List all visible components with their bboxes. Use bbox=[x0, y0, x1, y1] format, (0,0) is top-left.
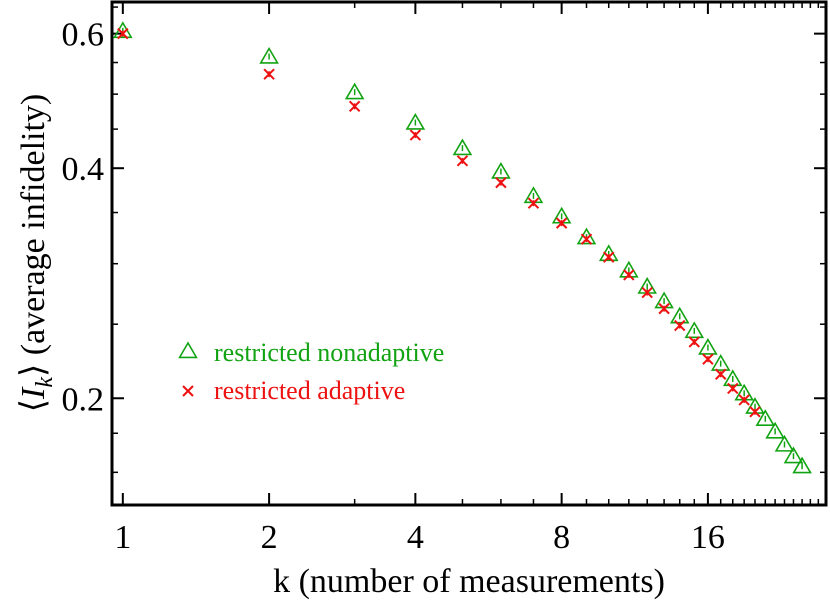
data-point-nonadaptive bbox=[783, 446, 804, 464]
data-point-nonadaptive bbox=[344, 82, 365, 100]
x-tick-label: 2 bbox=[261, 519, 278, 556]
data-point-nonadaptive bbox=[755, 409, 776, 427]
y-axis-title: ⟨Ik⟩ (average infidelity) bbox=[15, 94, 58, 413]
legend-marker-cross bbox=[182, 385, 194, 397]
data-point-nonadaptive bbox=[765, 421, 785, 439]
y-tick-label: 0.4 bbox=[62, 151, 105, 188]
y-axis-title-subscript: k bbox=[32, 377, 58, 388]
data-point-nonadaptive bbox=[722, 369, 743, 387]
y-tick-label: 0.6 bbox=[62, 17, 105, 54]
legend: restricted nonadaptive restricted adapti… bbox=[178, 338, 444, 405]
y-axis-title-close: ⟩ bbox=[15, 364, 52, 377]
data-point-nonadaptive bbox=[698, 337, 718, 355]
plot-frame bbox=[110, 0, 828, 507]
y-axis-title-symbol: I bbox=[15, 386, 52, 400]
data-marks bbox=[113, 21, 812, 474]
data-point-nonadaptive bbox=[259, 46, 279, 64]
x-tick-label: 4 bbox=[407, 519, 424, 556]
y-axis-title-open: ⟨ bbox=[15, 399, 52, 412]
y-axis-title-rest: (average infidelity) bbox=[15, 94, 52, 364]
legend-label-adaptive: restricted adaptive bbox=[214, 376, 405, 405]
y-tick-label: 0.2 bbox=[62, 381, 105, 418]
data-point-nonadaptive bbox=[452, 138, 473, 156]
x-tick-label: 1 bbox=[114, 519, 131, 556]
x-tick-label: 16 bbox=[691, 519, 725, 556]
data-point-nonadaptive bbox=[710, 354, 731, 371]
data-point-nonadaptive bbox=[405, 112, 426, 130]
data-point-nonadaptive bbox=[684, 321, 705, 339]
x-tick-label: 8 bbox=[553, 519, 570, 556]
axis-ticks: 1 2 4 8 16 0.2 0.4 0.6 bbox=[62, 2, 826, 556]
legend-marker-triangle bbox=[178, 341, 198, 359]
x-axis-title: k (number of measurements) bbox=[273, 563, 665, 600]
legend-cross-icon bbox=[182, 385, 194, 397]
data-point-nonadaptive bbox=[774, 434, 795, 452]
legend-label-nonadaptive: restricted nonadaptive bbox=[214, 338, 444, 367]
data-point-nonadaptive bbox=[491, 161, 511, 179]
data-point-nonadaptive bbox=[792, 456, 812, 474]
legend-triangle-icon bbox=[178, 341, 198, 359]
